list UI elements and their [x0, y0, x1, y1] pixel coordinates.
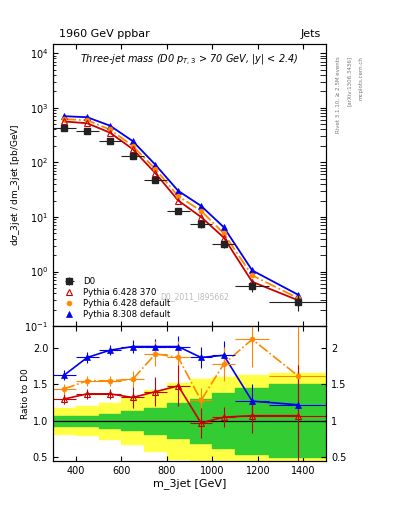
Pythia 8.308 default	[108, 122, 112, 129]
Pythia 8.308 default	[296, 291, 300, 297]
Text: mcplots.cern.ch: mcplots.cern.ch	[358, 56, 363, 100]
Pythia 6.428 default	[62, 116, 67, 122]
Pythia 6.428 370	[85, 120, 90, 126]
Pythia 6.428 default	[153, 166, 158, 172]
Text: D0_2011_I895662: D0_2011_I895662	[161, 292, 230, 301]
Pythia 8.308 default	[176, 188, 181, 194]
Line: Pythia 8.308 default: Pythia 8.308 default	[62, 114, 301, 297]
Y-axis label: Ratio to D0: Ratio to D0	[21, 368, 30, 419]
Pythia 8.308 default	[250, 267, 255, 273]
Pythia 8.308 default	[85, 114, 90, 120]
Line: Pythia 6.428 370: Pythia 6.428 370	[62, 119, 301, 303]
Pythia 6.428 370	[296, 297, 300, 303]
Pythia 8.308 default	[221, 224, 226, 230]
Text: 1960 GeV ppbar: 1960 GeV ppbar	[59, 29, 149, 39]
Pythia 6.428 default	[296, 295, 300, 301]
Pythia 6.428 default	[130, 143, 135, 149]
Pythia 6.428 370	[250, 279, 255, 285]
Y-axis label: d$\sigma$_3jet / dm_3jet [pb/GeV]: d$\sigma$_3jet / dm_3jet [pb/GeV]	[9, 123, 22, 246]
Line: Pythia 6.428 default: Pythia 6.428 default	[62, 117, 300, 301]
Pythia 6.428 370	[153, 170, 158, 177]
Pythia 6.428 370	[176, 198, 181, 204]
Text: Three-jet mass (D0 $p_{T,3}$ > 70 GeV, $|y|$ < 2.4): Three-jet mass (D0 $p_{T,3}$ > 70 GeV, $…	[81, 52, 299, 67]
X-axis label: m_3jet [GeV]: m_3jet [GeV]	[153, 478, 226, 489]
Text: Rivet 3.1.10, ≥ 2.5M events: Rivet 3.1.10, ≥ 2.5M events	[336, 56, 341, 133]
Pythia 6.428 370	[108, 130, 112, 136]
Pythia 8.308 default	[198, 203, 203, 209]
Pythia 6.428 370	[221, 234, 226, 241]
Legend: D0, Pythia 6.428 370, Pythia 6.428 default, Pythia 8.308 default: D0, Pythia 6.428 370, Pythia 6.428 defau…	[57, 273, 174, 323]
Pythia 6.428 default	[221, 230, 226, 237]
Pythia 6.428 default	[250, 272, 255, 279]
Text: Jets: Jets	[301, 29, 321, 39]
Pythia 8.308 default	[153, 162, 158, 168]
Pythia 6.428 default	[85, 117, 90, 123]
Pythia 8.308 default	[62, 113, 67, 119]
Pythia 6.428 default	[176, 193, 181, 199]
Pythia 6.428 370	[130, 146, 135, 152]
Pythia 6.428 default	[108, 126, 112, 133]
Pythia 6.428 370	[62, 118, 67, 124]
Pythia 6.428 370	[198, 214, 203, 220]
Text: [arXiv:1306.3436]: [arXiv:1306.3436]	[347, 56, 352, 106]
Pythia 8.308 default	[130, 138, 135, 144]
Pythia 6.428 default	[198, 208, 203, 214]
